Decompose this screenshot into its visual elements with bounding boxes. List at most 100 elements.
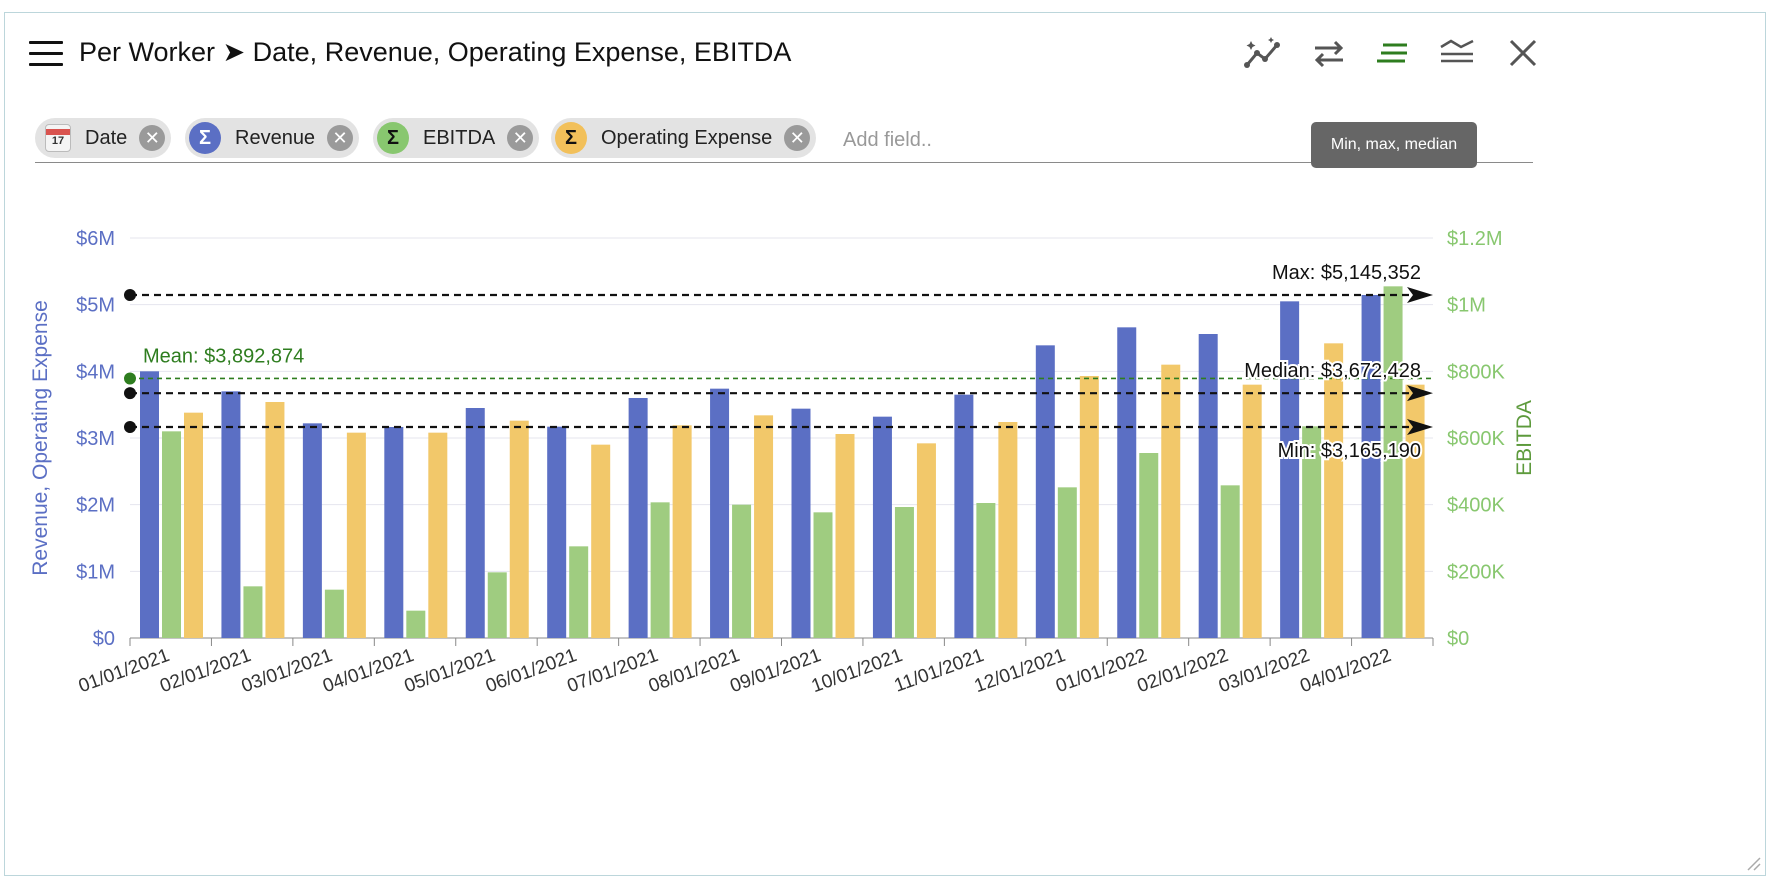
remove-field-icon[interactable]: ✕ bbox=[327, 125, 354, 151]
bar-revenue bbox=[1035, 345, 1055, 638]
right-tick-label: $800K bbox=[1447, 361, 1505, 383]
bar-operating-expense bbox=[754, 415, 774, 638]
left-tick-label: $4M bbox=[76, 361, 115, 383]
resize-handle-icon[interactable] bbox=[1747, 857, 1761, 871]
bar-revenue bbox=[1361, 294, 1381, 638]
bar-operating-expense bbox=[1242, 384, 1262, 638]
swap-icon[interactable] bbox=[1307, 33, 1351, 73]
field-chip-date[interactable]: 17 Date ✕ bbox=[35, 118, 172, 158]
bar-revenue bbox=[1280, 301, 1300, 638]
chart-panel: Per Worker ➤ Date, Revenue, Operating Ex… bbox=[4, 12, 1766, 876]
sigma-icon: Σ bbox=[377, 122, 409, 154]
bar-operating-expense bbox=[1161, 364, 1181, 638]
right-tick-label: $0 bbox=[1447, 628, 1469, 650]
bar-ebitda bbox=[894, 507, 914, 638]
right-tick-label: $600K bbox=[1447, 428, 1505, 450]
x-tick-label: 01/01/2021 bbox=[76, 645, 173, 697]
x-tick-label: 03/01/2021 bbox=[239, 645, 336, 697]
panel-header: Per Worker ➤ Date, Revenue, Operating Ex… bbox=[5, 13, 1765, 93]
x-tick-label: 12/01/2021 bbox=[972, 645, 1069, 697]
bar-ebitda bbox=[813, 512, 833, 638]
bar-operating-expense bbox=[184, 412, 203, 638]
reference-line-dot bbox=[124, 372, 136, 385]
bar-ebitda bbox=[1220, 485, 1240, 638]
bar-operating-expense bbox=[265, 402, 285, 638]
x-tick-label: 06/01/2021 bbox=[483, 645, 580, 697]
bar-operating-expense bbox=[916, 443, 936, 638]
remove-field-icon[interactable]: ✕ bbox=[784, 125, 811, 151]
field-chip-operating-expense[interactable]: Σ Operating Expense ✕ bbox=[551, 118, 817, 158]
x-tick-label: 02/01/2021 bbox=[157, 645, 254, 697]
right-tick-label: $1M bbox=[1447, 295, 1486, 317]
x-tick-label: 05/01/2021 bbox=[402, 645, 499, 697]
bar-revenue bbox=[302, 423, 322, 638]
left-tick-label: $1M bbox=[76, 561, 115, 583]
sigma-icon: Σ bbox=[555, 122, 587, 154]
menu-icon[interactable] bbox=[29, 41, 63, 67]
bar-ebitda bbox=[732, 504, 752, 638]
x-tick-label: 04/01/2021 bbox=[320, 645, 417, 697]
reference-line-dot bbox=[124, 387, 136, 400]
reference-arrow-icon bbox=[1407, 286, 1433, 303]
tooltip: Min, max, median bbox=[1311, 122, 1477, 168]
trend-icon[interactable] bbox=[1241, 33, 1285, 73]
add-field-input[interactable] bbox=[841, 124, 1045, 156]
bar-operating-expense bbox=[1405, 384, 1425, 638]
bar-revenue bbox=[954, 394, 974, 638]
reference-line-label: Median: $3,672,428 bbox=[1244, 360, 1421, 382]
bar-revenue bbox=[628, 398, 648, 638]
reference-line-dot bbox=[124, 420, 136, 433]
bar-ebitda bbox=[1302, 426, 1322, 638]
bar-ebitda bbox=[1057, 487, 1077, 638]
bar-operating-expense bbox=[591, 444, 611, 638]
x-tick-label: 11/01/2021 bbox=[892, 645, 987, 697]
remove-field-icon[interactable]: ✕ bbox=[507, 125, 534, 151]
bar-ebitda bbox=[976, 503, 996, 638]
bar-operating-expense bbox=[346, 432, 366, 638]
x-tick-label: 09/01/2021 bbox=[727, 645, 824, 697]
field-chip-revenue[interactable]: Σ Revenue ✕ bbox=[185, 118, 360, 158]
calendar-day: 17 bbox=[51, 135, 65, 147]
x-tick-label: 02/01/2022 bbox=[1135, 645, 1232, 697]
bar-operating-expense bbox=[1079, 376, 1099, 638]
bar-operating-expense bbox=[428, 432, 448, 638]
reference-arrow-icon bbox=[1407, 385, 1433, 402]
field-chip-ebitda[interactable]: Σ EBITDA ✕ bbox=[373, 118, 540, 158]
bar-revenue bbox=[1117, 327, 1137, 638]
min-max-median-icon[interactable] bbox=[1371, 33, 1415, 73]
field-label: Operating Expense bbox=[601, 126, 773, 149]
bar-revenue bbox=[384, 426, 404, 638]
reference-arrow-icon bbox=[1407, 418, 1433, 435]
x-tick-label: 04/01/2022 bbox=[1297, 645, 1394, 697]
bar-revenue bbox=[547, 426, 567, 638]
bar-revenue bbox=[710, 388, 730, 638]
x-tick-label: 01/01/2022 bbox=[1053, 645, 1150, 697]
left-tick-label: $2M bbox=[76, 495, 115, 517]
bar-ebitda bbox=[162, 431, 181, 638]
right-tick-label: $1.2M bbox=[1447, 228, 1503, 250]
layers-icon[interactable] bbox=[1435, 33, 1479, 73]
bar-revenue bbox=[140, 371, 159, 638]
reference-line-label: Max: $5,145,352 bbox=[1272, 262, 1421, 284]
right-tick-label: $400K bbox=[1447, 495, 1505, 517]
left-tick-label: $0 bbox=[93, 628, 115, 650]
bar-ebitda bbox=[406, 610, 426, 638]
x-tick-label: 07/01/2021 bbox=[565, 645, 662, 697]
remove-field-icon[interactable]: ✕ bbox=[139, 125, 166, 151]
right-tick-label: $200K bbox=[1447, 561, 1505, 583]
bar-revenue bbox=[221, 391, 241, 638]
x-tick-label: 03/01/2022 bbox=[1216, 645, 1313, 697]
bar-revenue bbox=[1198, 334, 1218, 638]
bar-ebitda bbox=[1139, 453, 1159, 638]
reference-line-label: Mean: $3,892,874 bbox=[143, 345, 304, 367]
bar-operating-expense bbox=[835, 434, 855, 638]
calendar-icon: 17 bbox=[45, 124, 71, 152]
left-tick-label: $5M bbox=[76, 295, 115, 317]
reference-line-dot bbox=[124, 288, 136, 301]
field-label: Date bbox=[85, 126, 128, 149]
close-icon[interactable] bbox=[1501, 33, 1545, 73]
bar-ebitda bbox=[650, 502, 670, 638]
bar-operating-expense bbox=[1324, 343, 1344, 638]
page-title: Per Worker ➤ Date, Revenue, Operating Ex… bbox=[79, 37, 792, 67]
combo-chart: $0 $1M $2M $3M $4M $5M $6M $0 $200K $400K $600K $80… bbox=[29, 228, 1536, 697]
